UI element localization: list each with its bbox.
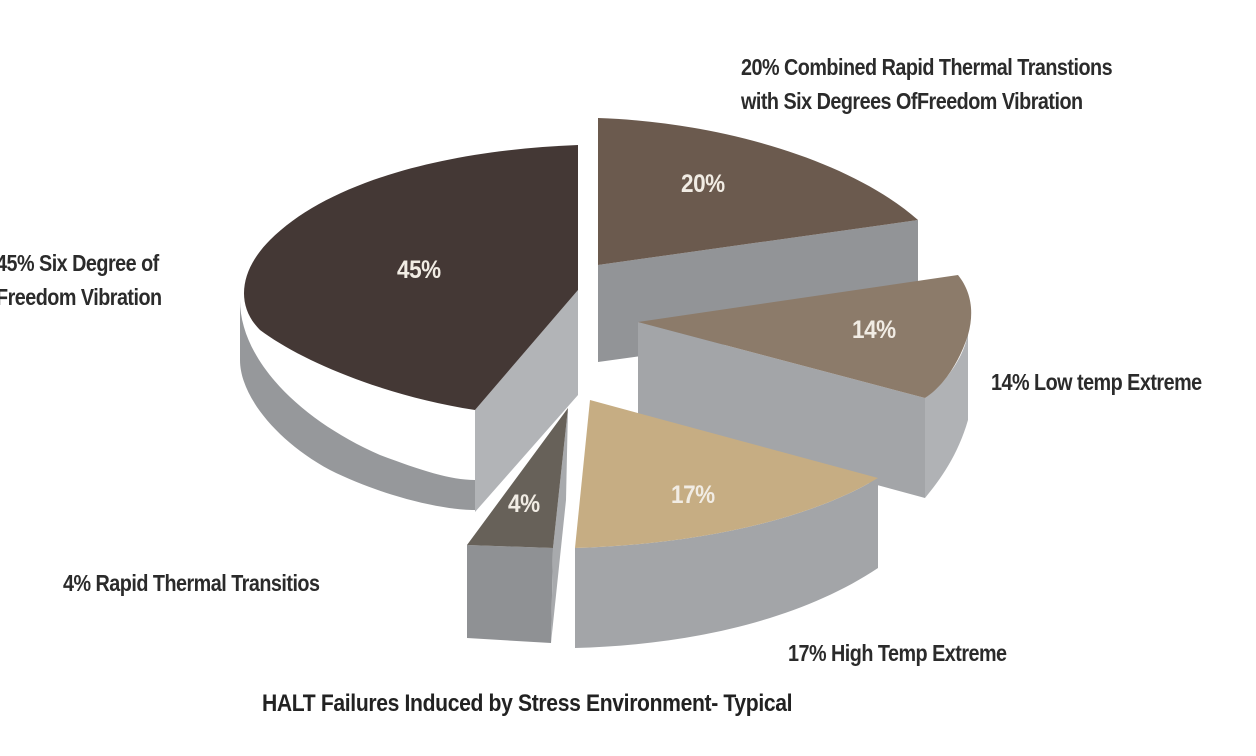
callout-14: 14% Low temp Extreme <box>991 365 1202 399</box>
callout-4-line1: 4% Rapid Thermal Transitios <box>63 570 320 596</box>
callout-20: 20% Combined Rapid Thermal Transtions wi… <box>741 50 1113 118</box>
callout-45-line2: Freedom Vibration <box>0 284 162 310</box>
callout-20-line2: with Six Degrees OfFreedom Vibration <box>741 88 1083 114</box>
callout-20-line1: 20% Combined Rapid Thermal Transtions <box>741 54 1113 80</box>
callout-17-line1: 17% High Temp Extreme <box>788 640 1007 666</box>
slice-45-value: 45% <box>397 256 441 284</box>
callout-45: 45% Six Degree of Freedom Vibration <box>0 246 162 314</box>
chart-title: HALT Failures Induced by Stress Environm… <box>262 690 793 717</box>
slice-20-value: 20% <box>681 170 725 198</box>
callout-14-line1: 14% Low temp Extreme <box>991 369 1202 395</box>
slice-17-value: 17% <box>671 481 715 509</box>
slice-4-rapid-thermal <box>467 408 568 643</box>
slice-14-low-temp-extreme <box>638 275 972 498</box>
slice-4-value: 4% <box>508 490 540 518</box>
slice-17-high-temp-extreme <box>575 400 878 648</box>
callout-45-line1: 45% Six Degree of <box>0 250 159 276</box>
callout-4: 4% Rapid Thermal Transitios <box>63 566 320 600</box>
slice-14-value: 14% <box>852 316 896 344</box>
callout-17: 17% High Temp Extreme <box>788 636 1007 670</box>
slice-45-six-degree-vibration <box>240 145 578 512</box>
